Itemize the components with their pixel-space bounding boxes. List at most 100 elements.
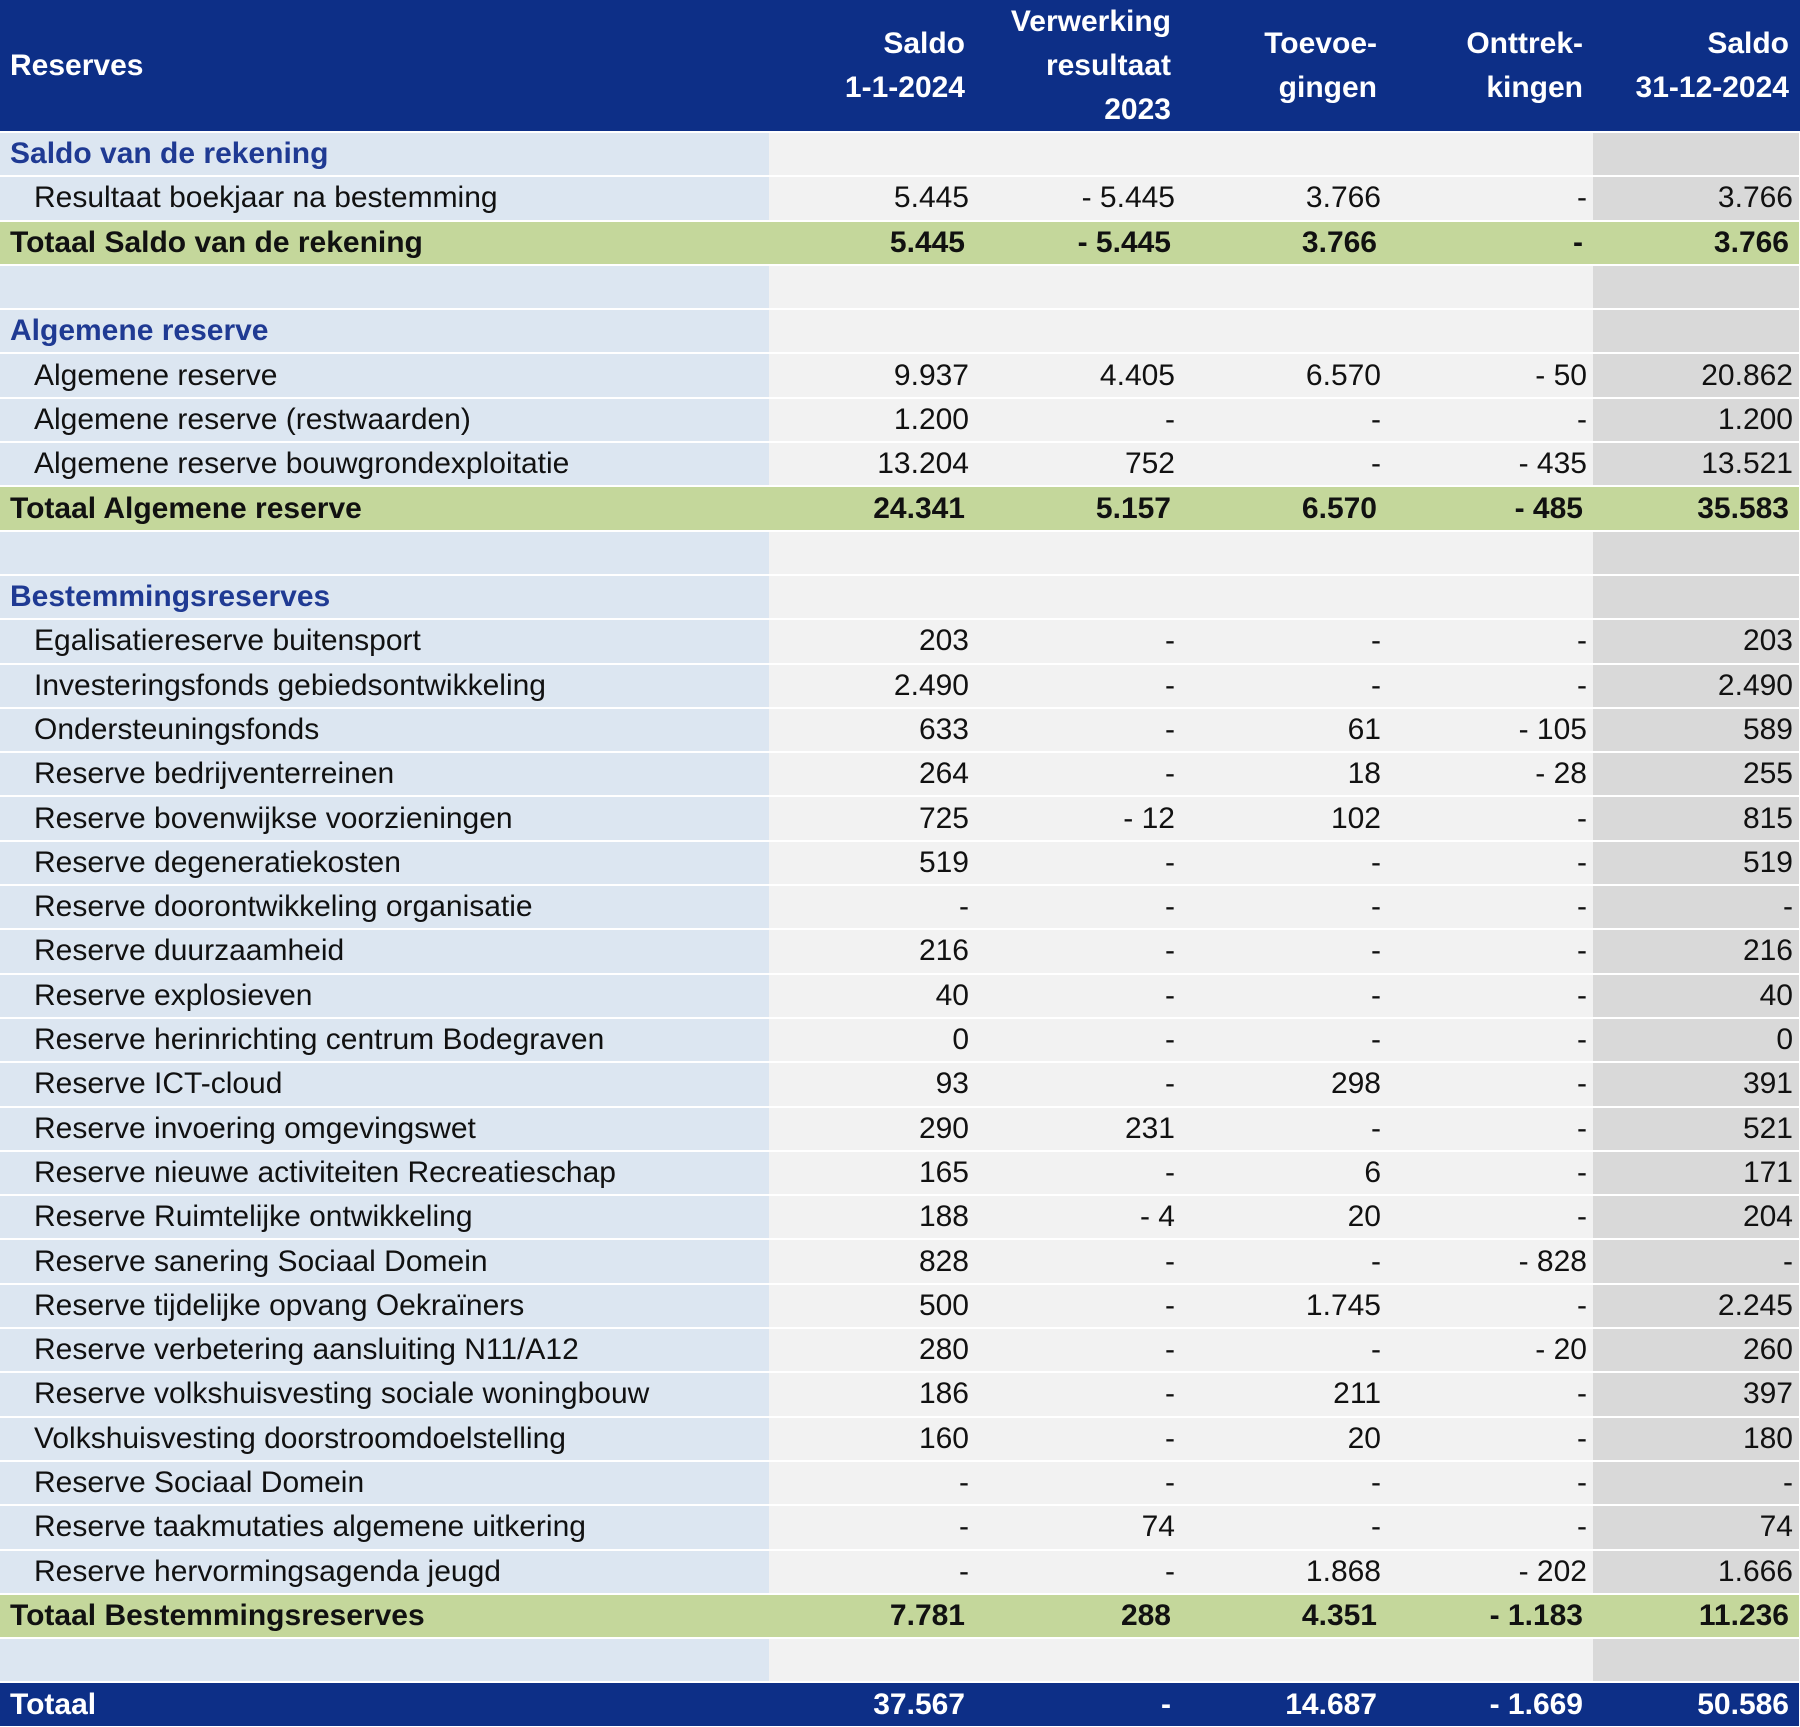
value-cell: - [1387,841,1593,885]
value-cell [1593,310,1799,353]
section-title-row: Saldo van de rekening [0,133,1800,178]
value-cell [1387,1639,1593,1682]
value-cell: - [1387,930,1593,973]
header-line: 31-12-2024 [1635,70,1789,104]
label-cell: Reserve explosieven [0,974,769,1017]
label-cell: Reserve Ruimtelijke ontwikkeling [0,1196,769,1239]
value-cell: - 435 [1387,443,1593,486]
value-cell: 4.405 [975,354,1181,397]
value-cell: 37.567 [769,1683,975,1726]
item-row: Reserve volkshuisvesting sociale woningb… [0,1373,1800,1418]
value-cell: - [975,1683,1181,1726]
value-cell: - [1181,443,1387,486]
value-cell: - 5.445 [975,177,1181,220]
value-cell [1181,265,1387,309]
label-cell: Investeringsfonds gebiedsontwikkeling [0,664,769,707]
value-cell: 203 [1593,620,1799,663]
value-cell: 3.766 [1181,177,1387,220]
value-cell: - 12 [975,797,1181,840]
label-cell: Reserve invoering omgevingswet [0,1107,769,1150]
value-cell: - [1593,1240,1799,1283]
value-cell: - [975,841,1181,885]
header-cell: Verwerking resultaat 2023 [975,0,1181,131]
blank-row [0,531,1800,576]
item-row: Reserve sanering Sociaal Domein 828- - - 82… [0,1240,1800,1285]
value-cell [769,575,975,619]
value-cell [769,265,975,309]
header-line: Saldo [883,26,965,60]
value-cell: 14.687 [1181,1683,1387,1726]
value-cell: - [975,753,1181,796]
value-cell: - [1387,1461,1593,1505]
value-cell: - [1387,886,1593,929]
value-cell: - [1387,1417,1593,1460]
table-header: Reserves Saldo 1-1-2024 Verwerking resultaat… [0,0,1800,133]
value-cell: 288 [975,1594,1181,1638]
value-cell: - [1387,797,1593,840]
value-cell: - [1181,930,1387,973]
value-cell: - 20 [1387,1329,1593,1372]
value-cell: 6.570 [1181,487,1387,530]
value-cell: - 5.445 [975,221,1181,264]
value-cell: 3.766 [1593,177,1799,220]
value-cell [1181,133,1387,176]
value-cell: - [769,886,975,929]
value-cell: 264 [769,753,975,796]
value-cell [769,133,975,176]
value-cell: 74 [1593,1506,1799,1549]
value-cell: - [1387,1506,1593,1549]
value-cell: - [1181,1506,1387,1549]
value-cell: 35.583 [1593,487,1799,530]
value-cell: - [1387,1107,1593,1150]
item-row: Reserve tijdelijke opvang Oekraïners 500-… [0,1284,1800,1330]
value-cell: 5.445 [769,177,975,220]
value-cell: - [975,886,1181,929]
value-cell: - [1387,1373,1593,1416]
value-cell: 180 [1593,1417,1799,1460]
value-cell: - [1181,620,1387,663]
value-cell: 13.204 [769,443,975,486]
value-cell: 188 [769,1196,975,1239]
section-title: Saldo van de rekening [0,133,769,176]
value-cell [1181,310,1387,353]
label-cell: Totaal Saldo van de rekening [0,221,769,264]
value-cell: - [1387,974,1593,1017]
value-cell: - [975,620,1181,663]
label-cell: Reserve bovenwijkse voorzieningen [0,797,769,840]
value-cell: - [975,708,1181,752]
label-cell: Reserve ICT-cloud [0,1063,769,1106]
item-row: Egalisatiereserve buitensport 203- - -203 [0,620,1800,665]
value-cell: 211 [1181,1373,1387,1416]
value-cell: - [769,1506,975,1549]
label-cell: Reserve nieuwe activiteiten Recreatiesch… [0,1151,769,1195]
item-row: Reserve explosieven 40- - -40 [0,974,1800,1019]
item-row: Reserve doorontwikkeling organisatie - - - -… [0,886,1800,931]
value-cell [1387,310,1593,353]
item-row: Reserve herinrichting centrum Bodegraven… [0,1018,1800,1064]
value-cell: 752 [975,443,1181,486]
header-cell: Saldo 31-12-2024 [1593,0,1799,131]
item-row: Volkshuisvesting doorstroomdoelstelling 1… [0,1417,1800,1462]
value-cell: - [975,1151,1181,1195]
item-row: Algemene reserve (restwaarden) 1.200- - -1.… [0,398,1800,444]
value-cell: - [1181,1018,1387,1062]
blank-row [0,265,1800,311]
value-cell: - [1387,1284,1593,1328]
value-cell: - 1.183 [1387,1594,1593,1638]
value-cell: - [975,1373,1181,1416]
label-cell: Reserve degeneratiekosten [0,841,769,885]
value-cell: - [1593,1461,1799,1505]
value-cell: 0 [1593,1018,1799,1062]
value-cell: 815 [1593,797,1799,840]
value-cell: - 828 [1387,1240,1593,1283]
value-cell: - 105 [1387,708,1593,752]
header-cell: Saldo 1-1-2024 [769,0,975,131]
value-cell [1593,133,1799,176]
value-cell: - [975,1284,1181,1328]
label-cell: Totaal Algemene reserve [0,487,769,530]
value-cell: - [975,1417,1181,1460]
value-cell: 93 [769,1063,975,1106]
value-cell: - [1387,1151,1593,1195]
value-cell: 4.351 [1181,1594,1387,1638]
